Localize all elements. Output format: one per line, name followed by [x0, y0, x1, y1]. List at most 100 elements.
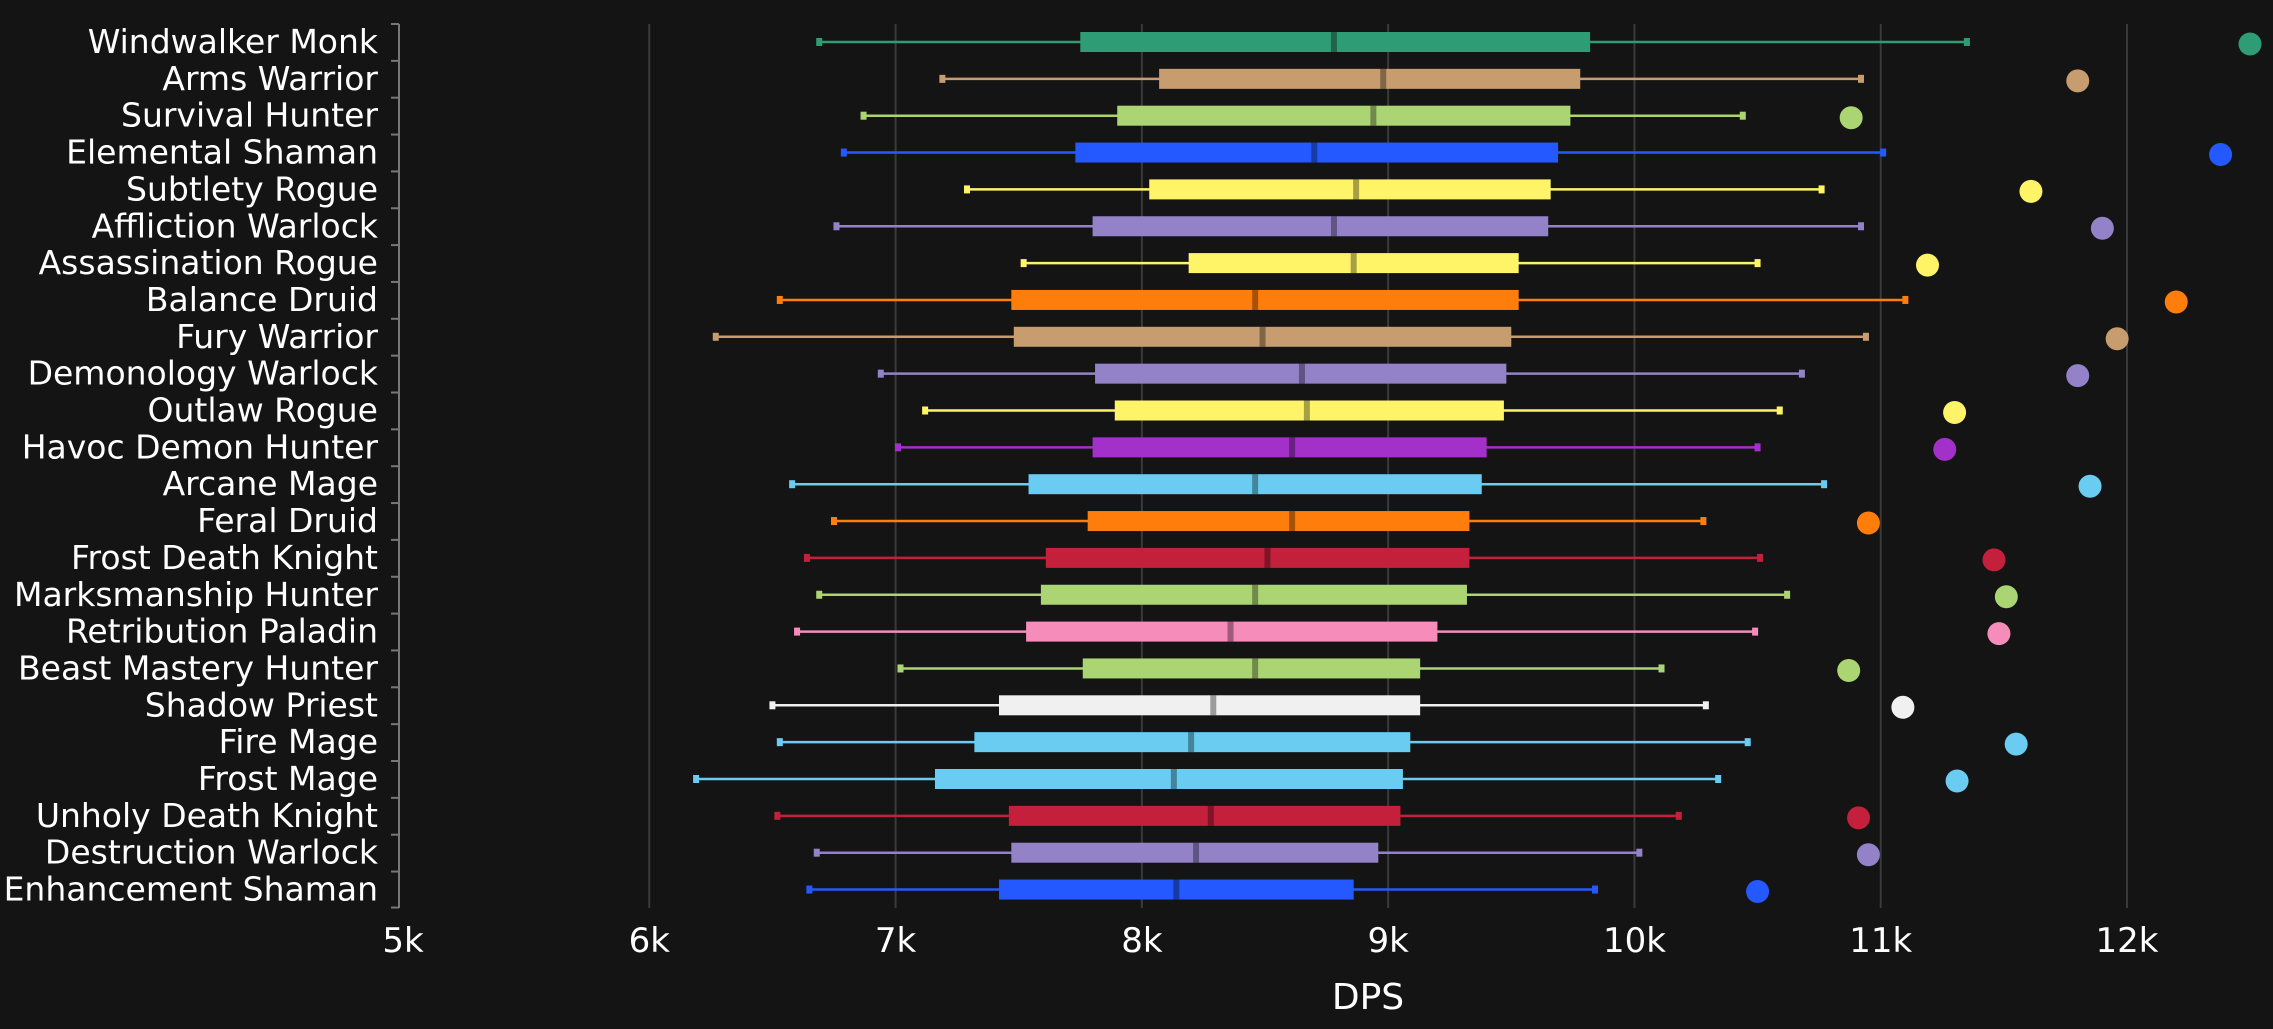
iqr-box	[974, 732, 1411, 753]
x-axis-title: DPS	[1332, 977, 1404, 1018]
box-group	[895, 437, 1957, 461]
category-label: Havoc Demon Hunter	[22, 427, 379, 466]
box-group	[963, 179, 2043, 203]
whisker-cap-low	[816, 38, 823, 46]
outlier-point	[1994, 585, 2018, 609]
outlier-point	[1839, 106, 1863, 130]
outlier-point	[1933, 437, 1957, 461]
iqr-box	[1082, 658, 1421, 679]
median-marker	[1252, 474, 1259, 495]
iqr-box	[1095, 363, 1507, 384]
outlier-point	[1943, 401, 1967, 424]
whisker-cap-high	[1963, 38, 1970, 46]
outlier-point	[1987, 622, 2011, 646]
category-label: Assassination Rogue	[39, 243, 378, 282]
box-group	[776, 732, 2028, 756]
whisker-cap-low	[840, 148, 847, 157]
category-label: Affliction Warlock	[92, 206, 379, 245]
median-marker	[1330, 216, 1337, 237]
whisker-cap-low	[833, 222, 840, 231]
x-tick-label: 12k	[2096, 921, 2159, 961]
whisker-cap-high	[1744, 738, 1751, 747]
category-label: Elemental Shaman	[66, 133, 378, 172]
iqr-box	[1149, 179, 1551, 200]
whisker-cap-low	[774, 811, 781, 820]
box-group	[776, 289, 2188, 314]
y-axis-ticks	[391, 23, 399, 909]
iqr-box	[1159, 68, 1581, 89]
iqr-box	[1011, 289, 1519, 310]
box-group	[877, 363, 2090, 388]
box-group	[922, 400, 1967, 424]
median-marker	[1353, 179, 1360, 200]
whisker-cap-high	[1754, 443, 1761, 452]
iqr-box	[1188, 253, 1519, 274]
whisker-cap-high	[1636, 848, 1643, 857]
box-group	[816, 584, 2018, 609]
iqr-box	[1026, 621, 1438, 642]
category-label: Survival Hunter	[121, 96, 378, 135]
outlier-point	[2090, 216, 2114, 240]
box-group	[1020, 253, 1940, 277]
whisker-cap-low	[895, 443, 902, 452]
median-marker	[1259, 326, 1266, 347]
iqr-box	[1092, 437, 1487, 458]
box-group	[939, 68, 2090, 93]
iqr-box	[1092, 216, 1549, 237]
category-label: Arms Warrior	[162, 59, 378, 98]
x-tick-label: 9k	[1367, 921, 1409, 961]
iqr-box	[934, 769, 1403, 789]
median-marker	[1264, 547, 1271, 568]
outlier-point	[1891, 695, 1915, 719]
box-group	[831, 511, 1880, 535]
whisker-cap-high	[1776, 406, 1783, 415]
whisker-cap-low	[831, 517, 837, 526]
category-label: Enhancement Shaman	[4, 870, 378, 909]
category-label: Fire Mage	[219, 722, 378, 761]
whisker-cap-low	[712, 332, 719, 341]
box-group	[897, 658, 1861, 682]
whisker-cap-high	[1818, 185, 1825, 194]
whisker-cap-high	[1752, 627, 1759, 636]
box-group	[833, 216, 2114, 240]
whisker-cap-low	[769, 701, 776, 710]
median-marker	[1350, 253, 1357, 274]
box-group	[789, 474, 2102, 498]
x-tick-label: 7k	[875, 921, 917, 961]
x-axis-tick-labels: 5k 6k 7k 8k 9k 10k 11k 12k	[382, 921, 2158, 961]
whisker-cap-low	[794, 627, 801, 636]
outlier-point	[2066, 364, 2090, 388]
outlier-point	[2019, 179, 2043, 203]
category-label: Subtlety Rogue	[126, 169, 378, 208]
category-label: Fury Warrior	[176, 317, 378, 356]
whisker-cap-low	[803, 553, 810, 562]
x-tick-label: 11k	[1849, 921, 1912, 961]
outlier-point	[1746, 880, 1770, 904]
whisker-cap-low	[877, 369, 884, 378]
iqr-box	[1080, 32, 1591, 52]
median-marker	[1193, 842, 1200, 863]
iqr-box	[999, 879, 1354, 900]
category-label: Beast Mastery Hunter	[18, 648, 378, 687]
whisker-cap-high	[1858, 74, 1865, 83]
median-marker	[1207, 805, 1214, 826]
x-tick-label: 5k	[382, 921, 424, 961]
whisker-cap-low	[813, 848, 820, 857]
whisker-cap-high	[1784, 590, 1791, 599]
iqr-box	[1045, 547, 1470, 568]
outlier-point	[1856, 511, 1880, 535]
whisker-cap-high	[1880, 148, 1887, 157]
outlier-point	[2209, 143, 2233, 167]
whisker-cap-high	[1902, 295, 1909, 304]
whisker-cap-low	[1020, 259, 1027, 268]
outlier-point	[2004, 732, 2028, 756]
category-label: Balance Druid	[146, 280, 378, 319]
whisker-cap-high	[1592, 885, 1599, 894]
iqr-box	[1008, 805, 1401, 826]
median-marker	[1289, 511, 1296, 532]
median-marker	[1252, 289, 1259, 310]
whisker-cap-high	[1702, 701, 1709, 710]
whisker-cap-low	[939, 74, 946, 83]
